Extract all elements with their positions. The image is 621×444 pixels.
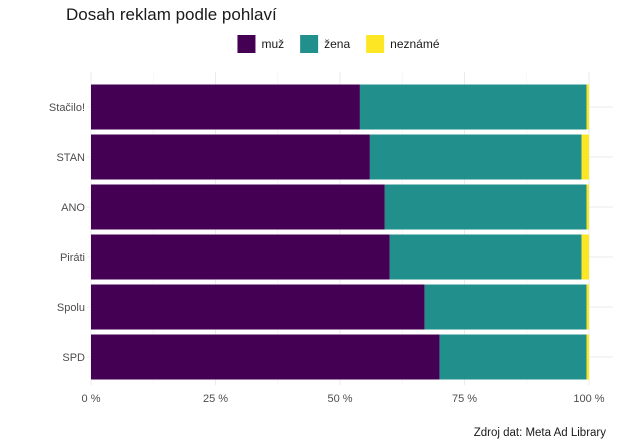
bar-spd-muz	[91, 334, 440, 380]
bar-spolu-muz	[91, 284, 425, 330]
y-tick-label: SPD	[62, 352, 85, 364]
y-tick-label: ANO	[61, 202, 85, 214]
legend-swatch-muz	[237, 35, 256, 53]
chart-caption: Zdroj dat: Meta Ad Library	[474, 427, 607, 439]
bar-spd-zena	[439, 334, 587, 380]
bar-ano-nezname	[586, 184, 589, 230]
bar-ano-zena	[384, 184, 587, 230]
chart-title: Dosah reklam podle pohlaví	[66, 5, 277, 24]
bar-spd-nezname	[586, 334, 589, 380]
x-tick-label: 25 %	[203, 393, 228, 405]
bar-stan-zena	[369, 134, 582, 180]
bar-pirati-nezname	[581, 234, 589, 280]
bar-pirati-muz	[91, 234, 390, 280]
bar-stacilo-zena	[359, 84, 587, 130]
bar-pirati-zena	[389, 234, 582, 280]
bar-spolu-nezname	[586, 284, 589, 330]
bar-spolu-zena	[424, 284, 587, 330]
y-tick-label: Piráti	[60, 252, 85, 264]
y-tick-label: Spolu	[57, 302, 85, 314]
x-tick-label: 50 %	[327, 393, 352, 405]
bars	[91, 84, 589, 380]
legend-swatch-nezname	[366, 35, 385, 53]
y-tick-label: Stačilo!	[49, 102, 85, 114]
bar-stacilo-nezname	[586, 84, 589, 130]
x-tick-label: 0 %	[82, 393, 101, 405]
legend-swatch-zena	[300, 35, 319, 53]
bar-stan-nezname	[581, 134, 589, 180]
legend-label: žena	[324, 37, 350, 51]
bar-stacilo-muz	[91, 84, 360, 130]
legend: muž žena neznámé	[237, 35, 440, 53]
x-axis: 0 % 25 % 50 % 75 % 100 %	[82, 393, 605, 405]
legend-label: muž	[261, 37, 284, 51]
legend-label: neznámé	[390, 37, 440, 51]
x-tick-label: 75 %	[452, 393, 477, 405]
bar-ano-muz	[91, 184, 385, 230]
x-tick-label: 100 %	[573, 393, 604, 405]
y-axis: Stačilo! STAN ANO Piráti Spolu SPD	[49, 102, 86, 364]
y-tick-label: STAN	[56, 152, 85, 164]
bar-stan-muz	[91, 134, 370, 180]
